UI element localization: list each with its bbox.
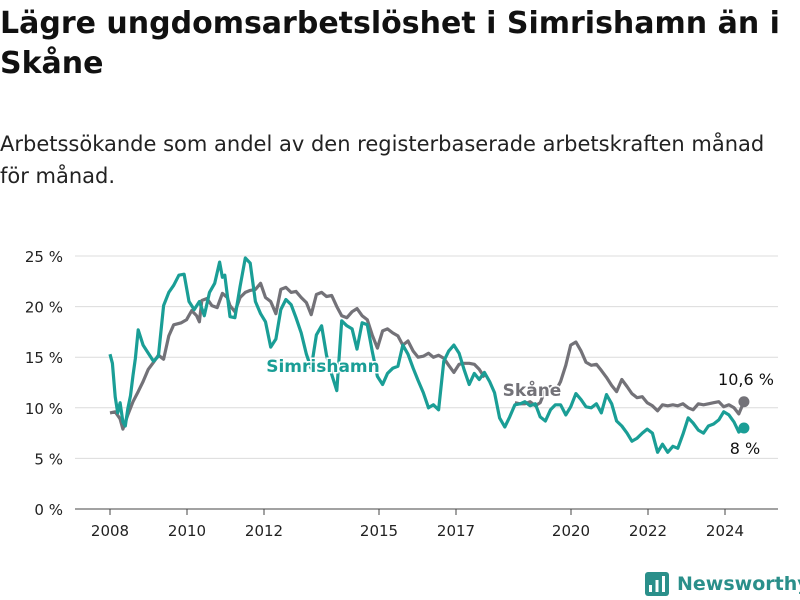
- skane-end-dot: [738, 396, 750, 408]
- y-tick-label: 25 %: [25, 248, 63, 266]
- simrishamn-end-dot: [738, 422, 750, 434]
- x-tick-label: 2012: [245, 522, 283, 540]
- y-tick-label: 0 %: [34, 501, 63, 519]
- skane-series-label: Skåne: [503, 379, 562, 401]
- bar-chart-logo-icon: [645, 572, 669, 596]
- y-tick-label: 10 %: [25, 400, 63, 418]
- chart-subtitle: Arbetssökande som andel av den registerb…: [0, 132, 765, 188]
- chart-title: Lägre ungdomsarbetslöshet i Simrishamn ä…: [0, 6, 780, 81]
- x-tick-label: 2017: [437, 522, 475, 540]
- y-tick-label: 5 %: [34, 450, 63, 468]
- x-tick-label: 2020: [552, 522, 590, 540]
- x-tick-label: 2024: [706, 522, 744, 540]
- y-tick-label: 15 %: [25, 349, 63, 367]
- x-tick-label: 2015: [360, 522, 398, 540]
- simrishamn-end-label: 8 %: [730, 439, 760, 458]
- skane-line: [109, 281, 486, 431]
- simrishamn-line: [108, 256, 745, 454]
- newsworthy-brand: Newsworthy: [645, 571, 800, 597]
- simrishamn-series-label: Simrishamn: [266, 357, 380, 377]
- skane-line-segment: [514, 340, 746, 416]
- y-tick-label: 20 %: [25, 299, 63, 317]
- x-tick-label: 2008: [91, 522, 129, 540]
- x-tick-label: 2022: [629, 522, 667, 540]
- skane-end-label: 10,6 %: [718, 370, 774, 389]
- x-tick-label: 2010: [168, 522, 206, 540]
- brand-name: Newsworthy: [677, 573, 800, 595]
